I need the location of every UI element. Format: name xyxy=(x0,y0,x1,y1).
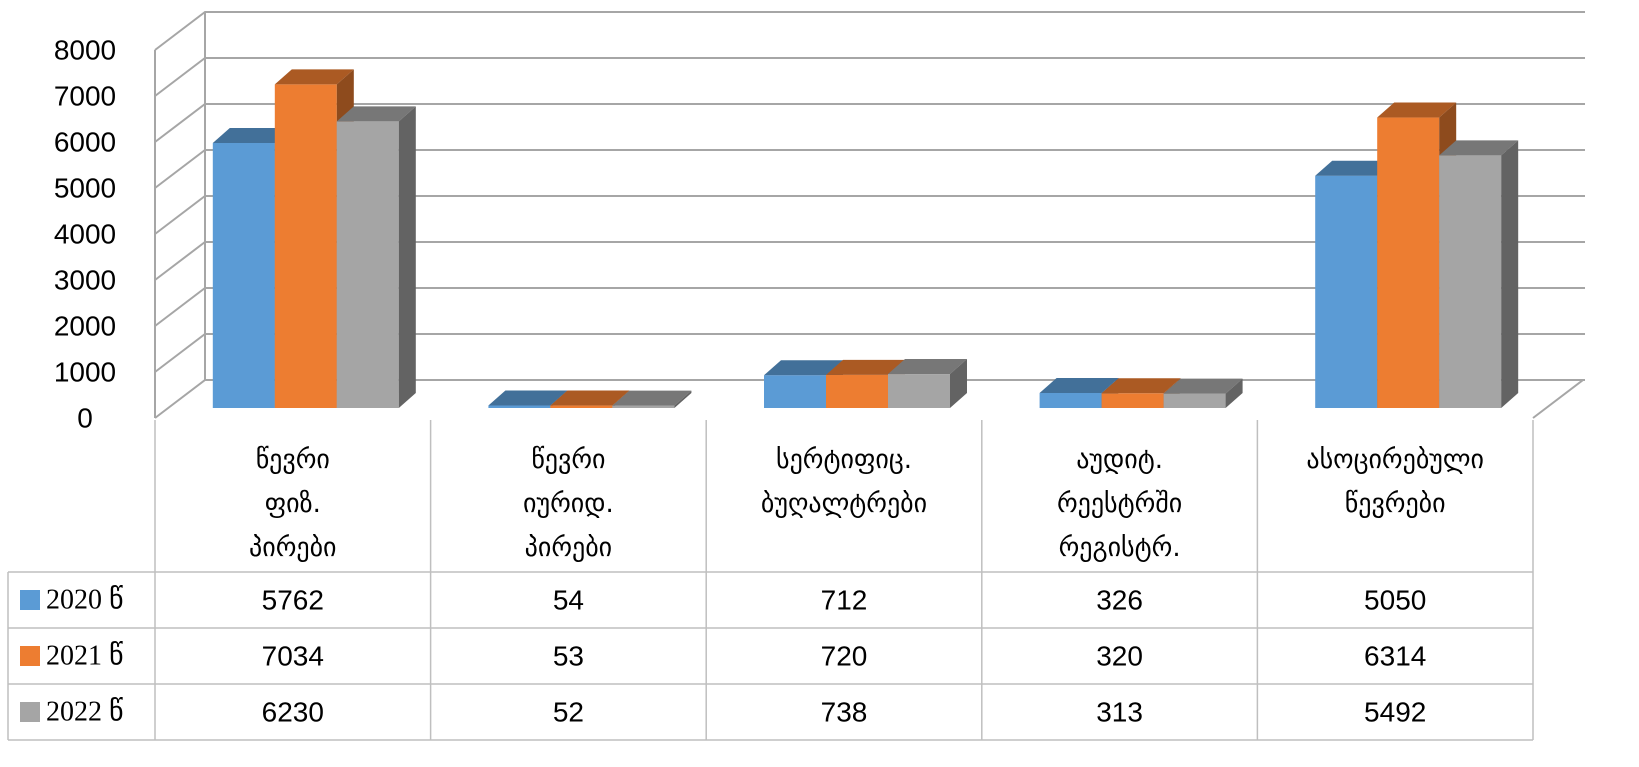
y-tick-label: 5000 xyxy=(54,172,116,203)
bar-top xyxy=(1039,378,1119,394)
bar-front xyxy=(888,374,950,408)
grid-line xyxy=(154,11,1585,51)
y-tick-label: 6000 xyxy=(54,126,116,157)
legend-swatch xyxy=(20,646,40,666)
value-cell: 320 xyxy=(1096,640,1143,671)
bar-top xyxy=(1439,140,1519,156)
bar-front xyxy=(488,405,551,408)
y-tick-label: 1000 xyxy=(54,356,116,387)
bar-top xyxy=(1315,160,1395,176)
bar-front xyxy=(1163,393,1226,408)
bar xyxy=(1439,140,1519,409)
category-label: სერტიფიც. ბუღალტრები xyxy=(761,445,927,519)
category-label: წევრი იურიდ. პირები xyxy=(523,445,614,563)
bar-side xyxy=(1225,378,1243,408)
y-tick-label: 7000 xyxy=(54,80,116,111)
bar-front xyxy=(764,375,826,408)
bar-side xyxy=(674,390,692,408)
y-tick-label: 4000 xyxy=(54,218,116,249)
y-tick-label: 3000 xyxy=(54,264,116,295)
value-cell: 53 xyxy=(553,640,584,671)
grid-line xyxy=(154,149,1585,189)
bar-top xyxy=(1101,378,1181,394)
y-tick-label: 0 xyxy=(77,402,93,433)
category-label: ასოცირებული წევრები xyxy=(1306,445,1484,519)
bar-front xyxy=(212,142,275,408)
bar-top xyxy=(274,69,354,85)
value-cell: 313 xyxy=(1096,696,1143,727)
bar-top xyxy=(1377,102,1457,118)
category-label: წევრი ფიზ. პირები xyxy=(249,445,336,563)
value-cell: 52 xyxy=(553,696,584,727)
bar-top xyxy=(826,359,905,375)
value-cell: 54 xyxy=(553,584,584,615)
bar-front xyxy=(1315,175,1378,408)
legend-label: 2020 წ xyxy=(46,584,124,615)
bar-top xyxy=(488,390,568,406)
bar-top xyxy=(212,127,292,143)
floor-edge xyxy=(1532,379,1584,419)
bar-top xyxy=(550,390,630,406)
value-cell: 7034 xyxy=(262,640,324,671)
legend-label: 2021 წ xyxy=(46,640,124,671)
value-cell: 6314 xyxy=(1364,640,1426,671)
value-cell: 6230 xyxy=(262,696,324,727)
value-cell: 5050 xyxy=(1364,584,1426,615)
value-cell: 5492 xyxy=(1364,696,1426,727)
bar-front xyxy=(1439,155,1502,408)
category-label: აუდიტ. რეესტრში რეგისტრ. xyxy=(1057,445,1182,563)
bar-front xyxy=(274,84,337,408)
bar-front xyxy=(1101,393,1164,408)
bar xyxy=(336,106,416,409)
bar-top xyxy=(1163,378,1243,394)
grid-line xyxy=(154,241,1585,281)
grid-line xyxy=(154,57,1585,97)
bar-side xyxy=(398,106,416,409)
y-tick-label: 8000 xyxy=(54,34,116,65)
bar-front xyxy=(1377,117,1440,408)
bar-top xyxy=(764,360,843,376)
bar-front xyxy=(612,405,675,408)
bar-front xyxy=(826,374,888,408)
grid-line xyxy=(154,287,1585,327)
bar-front xyxy=(336,121,399,409)
value-cell: 712 xyxy=(821,584,868,615)
legend-label: 2022 წ xyxy=(46,696,124,727)
value-cell: 326 xyxy=(1096,584,1143,615)
value-cell: 720 xyxy=(821,640,868,671)
legend-swatch xyxy=(20,590,40,610)
grid-line xyxy=(154,103,1585,143)
bar xyxy=(1163,378,1243,408)
bar xyxy=(888,359,967,408)
value-cell: 738 xyxy=(821,696,868,727)
bar xyxy=(612,390,692,408)
bar-front xyxy=(550,405,613,408)
legend-swatch xyxy=(20,702,40,722)
bar-side xyxy=(950,359,967,408)
grid-line xyxy=(154,333,1585,373)
bar-top xyxy=(336,106,416,122)
value-cell: 5762 xyxy=(262,584,324,615)
bar-top xyxy=(888,359,967,375)
bar-front xyxy=(1039,393,1102,408)
grid-line xyxy=(154,195,1585,235)
bar-side xyxy=(1501,140,1519,409)
bar-top xyxy=(612,390,692,406)
y-tick-label: 2000 xyxy=(54,310,116,341)
